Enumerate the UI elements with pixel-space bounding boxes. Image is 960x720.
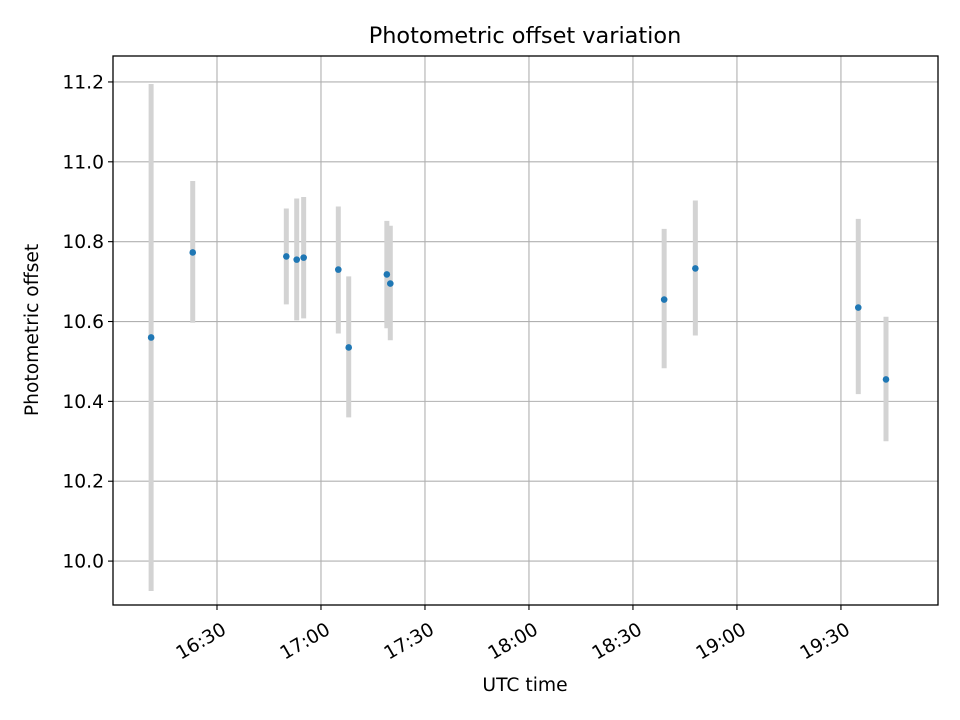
chart-title: Photometric offset variation xyxy=(369,23,682,49)
data-point xyxy=(660,296,668,303)
y-axis-title: Photometric offset xyxy=(22,244,43,416)
data-point xyxy=(283,253,290,260)
y-tick-label: 10.0 xyxy=(62,552,104,573)
data-point xyxy=(300,254,307,261)
data-points xyxy=(147,249,890,383)
y-tick-label: 11.0 xyxy=(62,152,104,173)
y-tick-label: 11.2 xyxy=(62,72,104,93)
grid xyxy=(113,56,938,605)
data-point xyxy=(692,265,699,272)
data-point xyxy=(387,280,394,287)
data-point xyxy=(345,344,353,351)
x-axis-title: UTC time xyxy=(482,675,567,696)
data-point xyxy=(189,249,197,256)
data-point xyxy=(882,376,890,383)
data-point xyxy=(147,334,155,341)
data-point xyxy=(335,266,342,273)
data-point xyxy=(854,304,862,311)
plot-frame xyxy=(112,55,939,606)
y-tick-label: 10.2 xyxy=(62,472,104,493)
data-point xyxy=(293,256,301,263)
y-tick-label: 10.8 xyxy=(62,232,104,253)
data-point xyxy=(383,271,391,278)
y-tick-label: 10.6 xyxy=(62,312,104,333)
y-tick-label: 10.4 xyxy=(62,392,104,413)
